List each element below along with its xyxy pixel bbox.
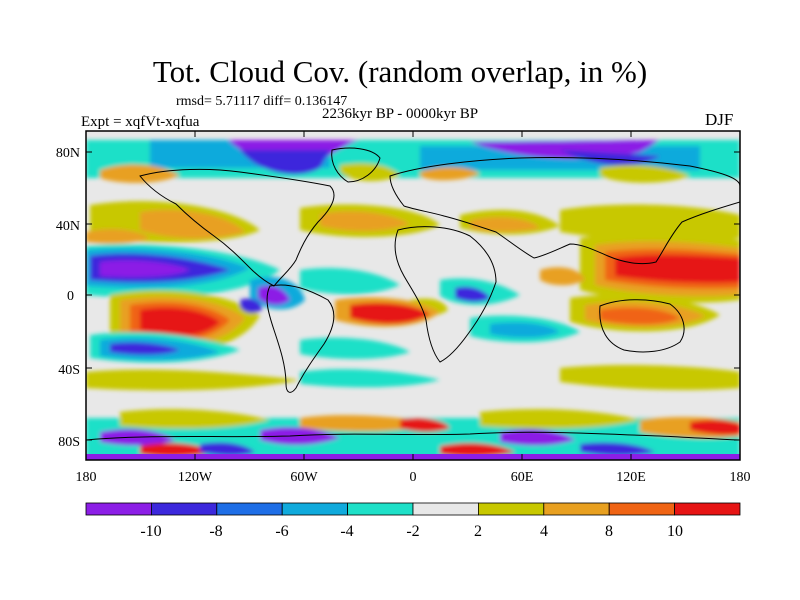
lon-label: 60W xyxy=(290,470,318,485)
colorbar-label: -2 xyxy=(406,523,419,540)
colorbar-swatch xyxy=(281,502,349,516)
field-patch xyxy=(490,322,560,338)
field-patch xyxy=(120,409,640,429)
colorbar-label: 2 xyxy=(474,523,482,540)
time-period-label: 2236kyr BP - 0000kyr BP xyxy=(322,106,479,122)
field-patch xyxy=(140,209,245,239)
field-patch xyxy=(100,427,575,446)
coastline-greenland xyxy=(331,147,381,183)
field-patch xyxy=(300,369,440,388)
field-patch xyxy=(100,164,480,183)
coastline-north-america xyxy=(139,168,335,287)
coastline-eurasia xyxy=(389,156,740,265)
experiment-label: Expt = xqfVt-xqfua xyxy=(81,114,200,130)
lon-axis: 180 120W 60W 0 60E 120E 180 xyxy=(76,470,751,485)
field-patch xyxy=(110,342,180,355)
lon-label: 180 xyxy=(76,470,97,485)
colorbar-labels: -10 -8 -6 -4 -2 2 4 8 10 xyxy=(140,523,683,540)
field-patch xyxy=(300,337,410,359)
field-patch xyxy=(86,229,150,244)
field-patch xyxy=(350,302,430,324)
lat-label: 0 xyxy=(67,289,74,304)
lon-label: 60E xyxy=(511,470,534,485)
colorbar-swatch xyxy=(674,502,741,516)
colorbar-swatch xyxy=(85,502,152,516)
colorbar-swatch xyxy=(150,502,218,516)
field-patch xyxy=(100,260,190,278)
lon-label: 120W xyxy=(178,470,213,485)
colorbar-label: -8 xyxy=(209,523,222,540)
lon-label: 180 xyxy=(730,470,751,485)
rmsd-diff-stats: rmsd= 5.71117 diff= 0.136147 xyxy=(176,94,348,109)
field-patch xyxy=(540,267,585,286)
field-patch xyxy=(455,286,490,302)
colorbar-swatch xyxy=(347,502,414,516)
field-patch xyxy=(86,365,740,391)
season-label: DJF xyxy=(705,110,734,129)
field-patch xyxy=(240,150,660,175)
colorbar-swatch xyxy=(216,502,283,516)
colorbar-label: -6 xyxy=(275,523,288,540)
field-patch xyxy=(300,267,400,295)
colorbar-swatch xyxy=(477,502,545,516)
colorbar-label: 10 xyxy=(667,523,683,540)
field-patch xyxy=(258,285,290,305)
lat-label: 80N xyxy=(56,146,80,161)
colorbar-label: 8 xyxy=(605,523,613,540)
field-patch xyxy=(400,418,740,435)
field-patch xyxy=(600,307,680,325)
lon-label: 120E xyxy=(616,470,646,485)
colorbar xyxy=(85,502,741,516)
coastline-africa xyxy=(394,226,497,363)
colorbar-swatch xyxy=(412,502,479,516)
colorbar-swatch xyxy=(543,502,610,516)
coastlines xyxy=(86,147,740,441)
field-patch xyxy=(240,298,262,313)
colorbar-label: 4 xyxy=(540,523,548,540)
field-patch xyxy=(560,204,740,242)
lat-label: 80S xyxy=(58,435,80,450)
lat-label: 40N xyxy=(56,219,80,234)
lon-label: 0 xyxy=(410,470,417,485)
colorbar-label: -4 xyxy=(340,523,353,540)
field-patch xyxy=(320,211,540,232)
plot-title: Tot. Cloud Cov. (random overlap, in %) xyxy=(152,54,648,89)
colorbar-swatch xyxy=(608,502,676,516)
lat-label: 40S xyxy=(58,363,80,378)
colorbar-label: -10 xyxy=(140,523,161,540)
coastline-antarctica xyxy=(86,431,740,441)
field-patch xyxy=(140,307,220,337)
coastline-australia xyxy=(599,299,685,353)
field-patch xyxy=(615,254,740,283)
axis-ticks xyxy=(86,131,740,460)
lat-axis: 80N 40N 0 40S 80S xyxy=(56,146,80,450)
field-patch xyxy=(340,163,690,183)
coastline-south-america xyxy=(266,284,335,393)
anomaly-field xyxy=(86,140,740,460)
